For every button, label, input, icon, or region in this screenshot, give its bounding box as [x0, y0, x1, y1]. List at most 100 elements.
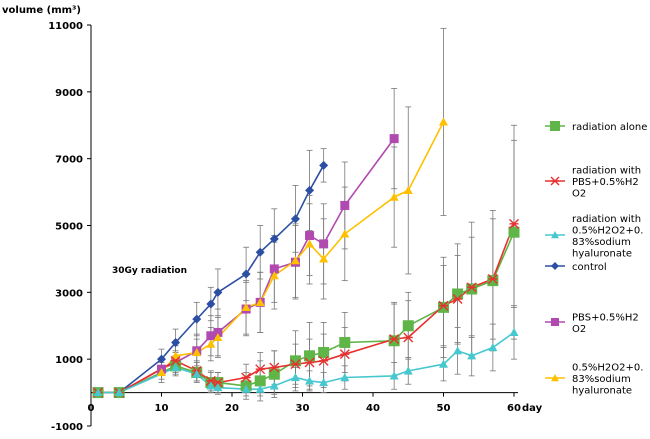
y-tick-label: 3000: [55, 288, 83, 299]
series-5-point: [269, 271, 279, 280]
legend-label: 83%sodium: [572, 237, 631, 248]
series-0-point: [438, 301, 449, 313]
series-1-point: [403, 332, 414, 343]
legend-label: 83%sodium: [572, 374, 631, 385]
legend-label: PBS+0.5%H2: [572, 177, 639, 188]
series-5-point: [340, 229, 350, 238]
series-2-point: [453, 346, 463, 355]
legend-label: radiation with: [572, 214, 641, 225]
series-1-point: [318, 355, 329, 366]
series-1-point: [509, 218, 519, 229]
series-0-point: [466, 283, 478, 295]
series-5-line: [98, 121, 445, 394]
series-0-point: [508, 226, 520, 238]
legend-label: O2: [572, 189, 586, 200]
legend-marker: [550, 121, 560, 131]
series-1-point: [452, 294, 463, 305]
series-5-point: [171, 351, 181, 360]
series-2-point: [488, 342, 498, 352]
annotation-30gy-radiation: 30Gy radiation: [112, 266, 187, 276]
series-5-point: [305, 239, 315, 248]
series-2-point: [509, 327, 519, 337]
series-1-point: [255, 364, 266, 375]
series-0-point: [289, 355, 301, 367]
series-3-point: [241, 269, 251, 279]
y-axis-label: volume (mm³): [2, 5, 81, 16]
series-4-point: [269, 264, 279, 274]
series-0-point: [339, 336, 351, 348]
series-3-point: [206, 299, 216, 309]
series-1-point: [487, 273, 498, 284]
legend-label: control: [572, 262, 607, 273]
series-2-point: [305, 376, 315, 385]
legend-label: 0.5%H2O2+0.: [572, 363, 643, 374]
series-2-point: [403, 366, 413, 375]
legend-label: O2: [572, 324, 586, 335]
y-tick-label: 7000: [55, 155, 83, 166]
series-5-point: [403, 185, 413, 195]
series-2-point: [114, 388, 124, 397]
legend-marker: [551, 374, 559, 382]
series-4-point: [319, 239, 329, 249]
legend-marker: [550, 176, 560, 186]
legend-marker: [551, 318, 559, 326]
series-1-point: [339, 349, 350, 360]
legend-label: PBS+0.5%H2: [572, 312, 639, 323]
y-tick-label: 1000: [55, 355, 83, 366]
series-2-point: [467, 351, 477, 360]
series-1-point: [304, 357, 315, 368]
series-0-point: [388, 335, 400, 347]
series-5-point: [319, 254, 329, 263]
series-0-point: [318, 346, 330, 358]
y-tick-label: 11000: [48, 21, 83, 32]
series-2-point: [213, 383, 223, 392]
legend-label: hyaluronate: [572, 386, 632, 397]
x-tick-label: 40: [366, 403, 380, 414]
series-1-point: [269, 362, 280, 373]
series-4-point: [213, 327, 223, 337]
series-5-point: [192, 347, 202, 357]
legend-label: radiation with: [572, 166, 641, 177]
series-markers: [92, 117, 520, 399]
x-axis-label: day: [522, 403, 543, 414]
x-tick-label: 30: [296, 403, 310, 414]
series-2-point: [340, 373, 350, 382]
series-2-point: [192, 369, 202, 378]
series-1-point: [241, 372, 252, 383]
axes: -1000 1000 3000 5000 7000 9000 11000 0 10 20 30 40 5…: [48, 21, 542, 433]
x-tick-label: 20: [225, 403, 239, 414]
series-5-point: [290, 256, 300, 265]
series-3-point: [157, 354, 166, 364]
series-2-point: [206, 381, 216, 390]
series-3-point: [171, 337, 181, 347]
legend-marker: [551, 231, 559, 239]
series-5-point: [241, 302, 251, 311]
series-2-point: [93, 388, 103, 397]
legend-label: hyaluronate: [572, 248, 632, 259]
series-2-point: [439, 359, 448, 368]
series-4-point: [305, 231, 315, 241]
series-1-point: [212, 377, 223, 388]
series-2-point: [269, 381, 279, 390]
series-3-point: [305, 185, 315, 195]
series-0-point: [402, 320, 414, 332]
series-5-point: [389, 192, 399, 201]
x-tick-label: 10: [155, 403, 169, 414]
series-0-point: [487, 275, 499, 287]
series-5-point: [213, 332, 223, 342]
x-tick-label: 60: [507, 403, 521, 414]
series-3-point: [319, 160, 329, 170]
series-3-point: [290, 214, 300, 224]
series-1-point: [389, 334, 400, 345]
series-2-point: [171, 363, 181, 372]
series-1-point: [290, 359, 301, 370]
series-1-point: [438, 300, 449, 311]
series-4-point: [340, 200, 350, 210]
series-1-point: [466, 282, 477, 293]
series-5-point: [157, 368, 166, 377]
legend-label: 0.5%H2O2+0.: [572, 225, 643, 236]
series-2-point: [319, 378, 329, 387]
series-2-point: [290, 373, 300, 382]
